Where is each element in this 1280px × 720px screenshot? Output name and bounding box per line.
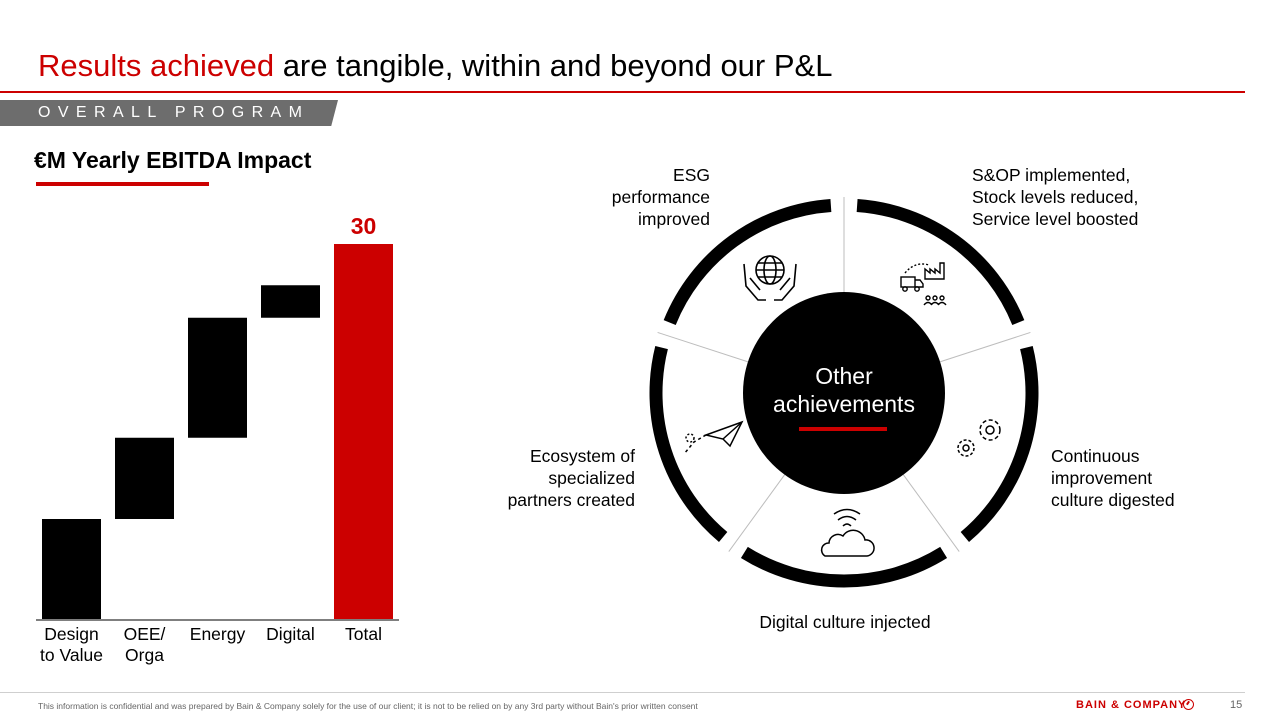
brand-mark-icon xyxy=(1183,699,1194,710)
paper-plane-icon xyxy=(683,420,744,455)
spoke-line xyxy=(657,331,750,363)
center-accent-bar xyxy=(799,427,887,431)
spoke-line xyxy=(728,473,786,552)
arc-esg xyxy=(663,198,832,326)
title-rule xyxy=(0,91,1245,93)
category-label: OEE/ xyxy=(124,624,166,644)
total-value-label: 30 xyxy=(351,213,377,239)
achievement-line: specialized xyxy=(548,468,635,488)
cloud-wifi-icon xyxy=(820,508,875,557)
spoke-line xyxy=(938,331,1031,363)
arc-ci xyxy=(960,345,1039,542)
bar-oee-orga xyxy=(115,437,174,519)
category-label: Orga xyxy=(125,645,164,665)
center-circle xyxy=(743,292,945,494)
chart-title: €M Yearly EBITDA Impact xyxy=(34,147,312,173)
category-label: Digital xyxy=(266,624,315,644)
chart-title-rule xyxy=(36,182,209,186)
achievement-line: Service level boosted xyxy=(972,209,1139,229)
achievement-esg: ESG performance improved xyxy=(560,164,710,230)
achievement-line: improved xyxy=(638,209,710,229)
achievement-line: improvement xyxy=(1051,468,1153,488)
bar-energy xyxy=(188,317,247,438)
achievement-digital: Digital culture injected xyxy=(720,611,970,633)
center-label-line: Other xyxy=(815,363,873,389)
achievement-line: Continuous xyxy=(1051,446,1140,466)
achievement-continuous-improvement: Continuous improvement culture digested xyxy=(1051,445,1211,511)
globe-hands-icon xyxy=(743,255,797,301)
footer-disclaimer: This information is confidential and was… xyxy=(38,701,698,711)
arc-sop xyxy=(856,198,1025,326)
brand-logo: BAIN & COMPANY xyxy=(1076,699,1187,711)
section-tab-label: OVERALL PROGRAM xyxy=(38,104,310,121)
diagram-arcs xyxy=(649,198,1039,588)
slide-title: Results achieved are tangible, within an… xyxy=(38,46,832,86)
footer-rule xyxy=(0,692,1245,693)
slide-title-accent: Results achieved xyxy=(38,48,275,83)
gears-icon xyxy=(957,419,1001,457)
achievement-line: ESG xyxy=(673,165,710,185)
achievement-line: performance xyxy=(611,187,710,207)
bar-total xyxy=(334,244,393,619)
category-label: Energy xyxy=(190,624,246,644)
center-label-line: achievements xyxy=(773,391,915,417)
arc-eco xyxy=(649,345,728,542)
achievement-line: Stock levels reduced, xyxy=(972,187,1139,207)
achievement-line: Digital culture injected xyxy=(759,612,931,632)
logistics-icon xyxy=(900,262,947,306)
slide-title-rest: are tangible, within and beyond our P&L xyxy=(274,48,833,83)
achievement-line: culture digested xyxy=(1051,490,1175,510)
achievement-line: partners created xyxy=(507,490,635,510)
bar-digital xyxy=(261,285,320,318)
page-number: 15 xyxy=(1230,699,1243,711)
achievement-sop: S&OP implemented, Stock levels reduced, … xyxy=(972,164,1182,230)
center-label: Other achievements xyxy=(744,362,944,418)
arc-digital xyxy=(740,546,948,588)
category-label: Design xyxy=(44,624,98,644)
achievement-ecosystem: Ecosystem of specialized partners create… xyxy=(475,445,635,511)
achievement-line: S&OP implemented, xyxy=(972,165,1131,185)
bar-design-to-value xyxy=(42,519,101,619)
section-tab: OVERALL PROGRAM xyxy=(0,100,338,126)
diagram-spokes xyxy=(657,197,1031,552)
category-label: Total xyxy=(345,624,382,644)
achievement-line: Ecosystem of xyxy=(529,446,635,466)
spoke-line xyxy=(902,473,960,552)
category-label: to Value xyxy=(40,645,103,665)
achievements-diagram xyxy=(649,197,1039,588)
